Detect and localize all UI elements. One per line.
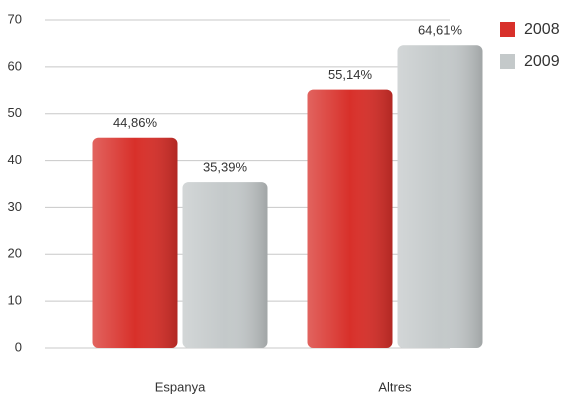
legend-label: 2008 xyxy=(524,21,560,38)
bar-shade xyxy=(182,182,268,348)
y-tick-label: 20 xyxy=(8,246,22,261)
y-tick-label: 0 xyxy=(15,339,22,354)
bar-shade xyxy=(92,137,178,348)
value-label: 44,86% xyxy=(113,115,158,130)
y-tick-label: 40 xyxy=(8,152,22,167)
y-tick-label: 50 xyxy=(8,105,22,120)
value-label: 35,39% xyxy=(203,160,248,175)
legend-swatch xyxy=(500,22,515,37)
x-tick-label: Altres xyxy=(378,379,412,394)
y-tick-label: 30 xyxy=(8,199,22,214)
bar-shade xyxy=(397,45,483,348)
y-tick-label: 60 xyxy=(8,58,22,73)
legend-label: 2009 xyxy=(524,53,560,70)
bar-shade xyxy=(307,89,393,349)
value-label: 55,14% xyxy=(328,67,373,82)
y-tick-label: 10 xyxy=(8,293,22,308)
legend-swatch xyxy=(500,54,515,69)
x-tick-label: Espanya xyxy=(155,379,206,394)
y-tick-label: 70 xyxy=(8,11,22,26)
value-label: 64,61% xyxy=(418,23,463,38)
